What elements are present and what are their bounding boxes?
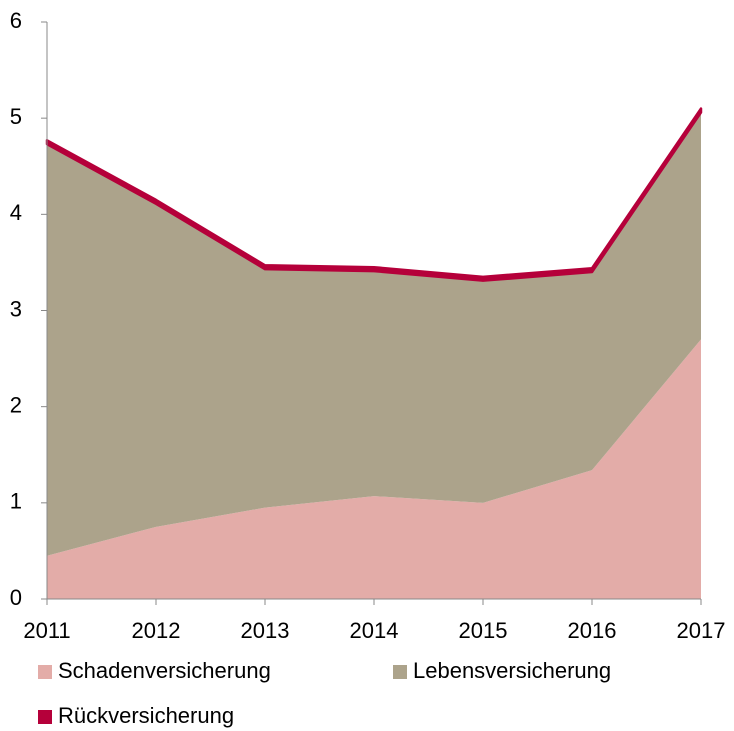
- area: [47, 339, 701, 599]
- legend-label: Lebensversicherung: [413, 658, 611, 683]
- legend-swatch: [38, 665, 52, 679]
- x-tick-label: 2016: [568, 618, 617, 643]
- y-tick-label: 0: [10, 585, 22, 610]
- legend-label: Schadenversicherung: [58, 658, 271, 683]
- y-tick-label: 1: [10, 489, 22, 514]
- y-tick-label: 5: [10, 104, 22, 129]
- area: [47, 112, 701, 556]
- legend-label: Rückversicherung: [58, 703, 234, 728]
- x-tick-label: 2015: [459, 618, 508, 643]
- y-tick-label: 6: [10, 8, 22, 33]
- x-tick-label: 2011: [23, 618, 70, 643]
- x-tick-label: 2012: [132, 618, 181, 643]
- x-tick-label: 2014: [350, 618, 399, 643]
- x-tick-label: 2013: [241, 618, 290, 643]
- y-tick-label: 2: [10, 392, 22, 417]
- area: [45, 107, 703, 282]
- legend-swatch: [393, 665, 407, 679]
- y-tick-label: 4: [10, 200, 22, 225]
- x-tick-label: 2017: [677, 618, 726, 643]
- legend-swatch: [38, 710, 52, 724]
- y-tick-label: 3: [10, 296, 22, 321]
